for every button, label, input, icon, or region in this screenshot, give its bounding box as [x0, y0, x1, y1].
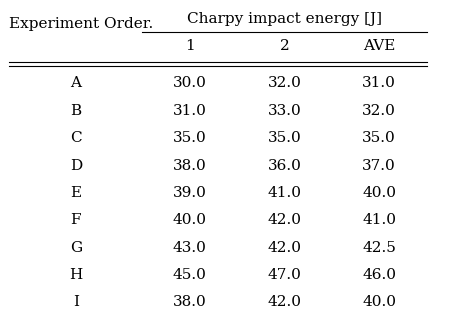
Text: 1: 1: [185, 39, 194, 53]
Text: 46.0: 46.0: [362, 268, 396, 282]
Text: I: I: [73, 296, 79, 310]
Text: AVE: AVE: [363, 39, 395, 53]
Text: 38.0: 38.0: [173, 296, 207, 310]
Text: 42.5: 42.5: [362, 241, 396, 255]
Text: 41.0: 41.0: [267, 186, 301, 200]
Text: 45.0: 45.0: [173, 268, 207, 282]
Text: 32.0: 32.0: [362, 104, 396, 118]
Text: 42.0: 42.0: [267, 241, 301, 255]
Text: 31.0: 31.0: [173, 104, 207, 118]
Text: 42.0: 42.0: [267, 296, 301, 310]
Text: 38.0: 38.0: [173, 159, 207, 173]
Text: 42.0: 42.0: [267, 213, 301, 227]
Text: 41.0: 41.0: [362, 213, 396, 227]
Text: 32.0: 32.0: [267, 76, 301, 91]
Text: 31.0: 31.0: [362, 76, 396, 91]
Text: 35.0: 35.0: [267, 131, 301, 145]
Text: F: F: [71, 213, 81, 227]
Text: E: E: [70, 186, 82, 200]
Text: 43.0: 43.0: [173, 241, 207, 255]
Text: 2: 2: [280, 39, 289, 53]
Text: D: D: [70, 159, 82, 173]
Text: 30.0: 30.0: [173, 76, 207, 91]
Text: 47.0: 47.0: [267, 268, 301, 282]
Text: H: H: [69, 268, 82, 282]
Text: 40.0: 40.0: [362, 296, 396, 310]
Text: C: C: [70, 131, 82, 145]
Text: 35.0: 35.0: [362, 131, 396, 145]
Text: Charpy impact energy [J]: Charpy impact energy [J]: [187, 12, 382, 26]
Text: B: B: [70, 104, 82, 118]
Text: 40.0: 40.0: [362, 186, 396, 200]
Text: A: A: [70, 76, 82, 91]
Text: Experiment Order.: Experiment Order.: [9, 17, 154, 31]
Text: 40.0: 40.0: [173, 213, 207, 227]
Text: 36.0: 36.0: [267, 159, 301, 173]
Text: 35.0: 35.0: [173, 131, 207, 145]
Text: G: G: [70, 241, 82, 255]
Text: 37.0: 37.0: [362, 159, 396, 173]
Text: 33.0: 33.0: [267, 104, 301, 118]
Text: 39.0: 39.0: [173, 186, 207, 200]
